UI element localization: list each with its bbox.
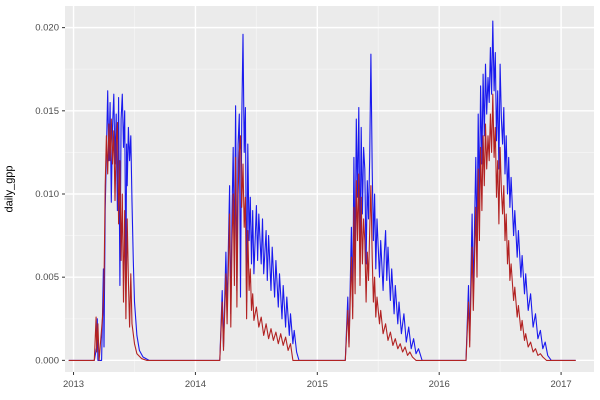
y-tick-label: 0.000 [35,355,59,366]
plot-panel [65,6,594,372]
x-tick-label: 2013 [63,379,84,390]
y-tick-label: 0.020 [35,23,59,34]
x-tick-label: 2017 [551,379,572,390]
y-tick-label: 0.015 [35,106,59,117]
y-tick-label: 0.010 [35,189,59,200]
x-tick-label: 2014 [185,379,206,390]
x-tick-label: 2015 [307,379,328,390]
series-line-red_line [68,93,576,361]
y-tick-label: 0.005 [35,272,59,283]
x-tick-label: 2016 [429,379,450,390]
